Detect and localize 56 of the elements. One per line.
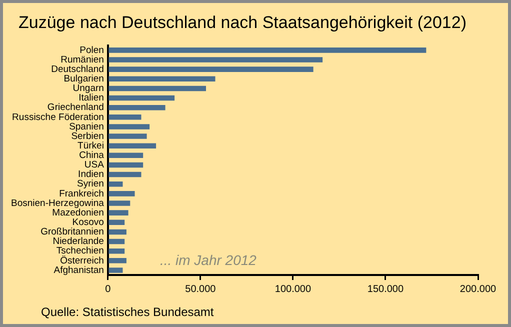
x-tick-label: 200.000 — [460, 284, 497, 295]
source-note: Quelle: Statistisches Bundesamt — [41, 305, 214, 319]
bar — [108, 114, 142, 120]
y-tick-label: Ungarn — [72, 83, 104, 94]
y-tick-label: Niederlande — [52, 236, 104, 248]
bar — [108, 172, 142, 178]
bar — [108, 86, 206, 92]
y-tick-label: Türkei — [78, 140, 104, 152]
y-tick-label: Frankreich — [59, 188, 104, 200]
annotation: ... im Jahr 2012 — [160, 252, 257, 268]
bar — [108, 191, 135, 196]
bar — [108, 220, 125, 226]
bar — [108, 143, 156, 148]
bar — [108, 258, 126, 264]
y-tick-label: Großbritannien — [40, 226, 104, 238]
y-tick-label: Indien — [78, 169, 104, 180]
y-tick-label: Bosnien-Herzegowina — [10, 198, 105, 209]
bar — [108, 248, 125, 254]
bar — [108, 57, 323, 62]
bar — [108, 181, 123, 187]
y-tick-label: Syrien — [77, 178, 104, 190]
y-tick-label: China — [79, 150, 105, 162]
bar — [108, 229, 126, 235]
bar — [108, 48, 426, 53]
bar — [108, 152, 144, 158]
x-tick-label: 150.000 — [367, 284, 404, 295]
y-tick-label: Bulgarien — [64, 74, 104, 85]
y-tick-label: Kosovo — [72, 217, 104, 228]
y-tick-label: Tschechien — [56, 246, 104, 257]
x-tick-label: 0 — [105, 284, 112, 295]
bar — [108, 124, 150, 130]
y-tick-label: Deutschland — [51, 64, 104, 75]
bar — [108, 95, 175, 101]
y-tick-label: Afghanistan — [54, 264, 104, 276]
y-tick-label: Polen — [80, 44, 104, 56]
y-tick-label: Spanien — [69, 121, 104, 132]
chart-title: Zuzüge nach Deutschland nach Staatsangehörigkeit (2012) — [18, 12, 466, 32]
y-tick-label: Rumänien — [60, 54, 104, 66]
bar — [108, 162, 144, 168]
bar — [108, 210, 128, 216]
y-tick-label: Italien — [78, 92, 104, 104]
bar — [108, 134, 147, 139]
y-tick-label: Mazedonien — [52, 207, 104, 218]
y-tick-label: USA — [84, 160, 105, 171]
y-tick-label: Österreich — [60, 255, 104, 266]
bar — [108, 268, 123, 273]
x-tick-label: 50.000 — [185, 284, 216, 295]
x-tick-label: 100.000 — [274, 284, 312, 295]
y-tick-label: Serbien — [71, 130, 104, 142]
y-tick-label: Griechenland — [47, 102, 104, 114]
bar — [108, 104, 166, 110]
bar — [108, 238, 125, 244]
bar — [108, 66, 314, 72]
bar — [108, 76, 216, 82]
y-tick-label: Russische Föderation — [12, 112, 104, 123]
bar — [108, 200, 130, 206]
